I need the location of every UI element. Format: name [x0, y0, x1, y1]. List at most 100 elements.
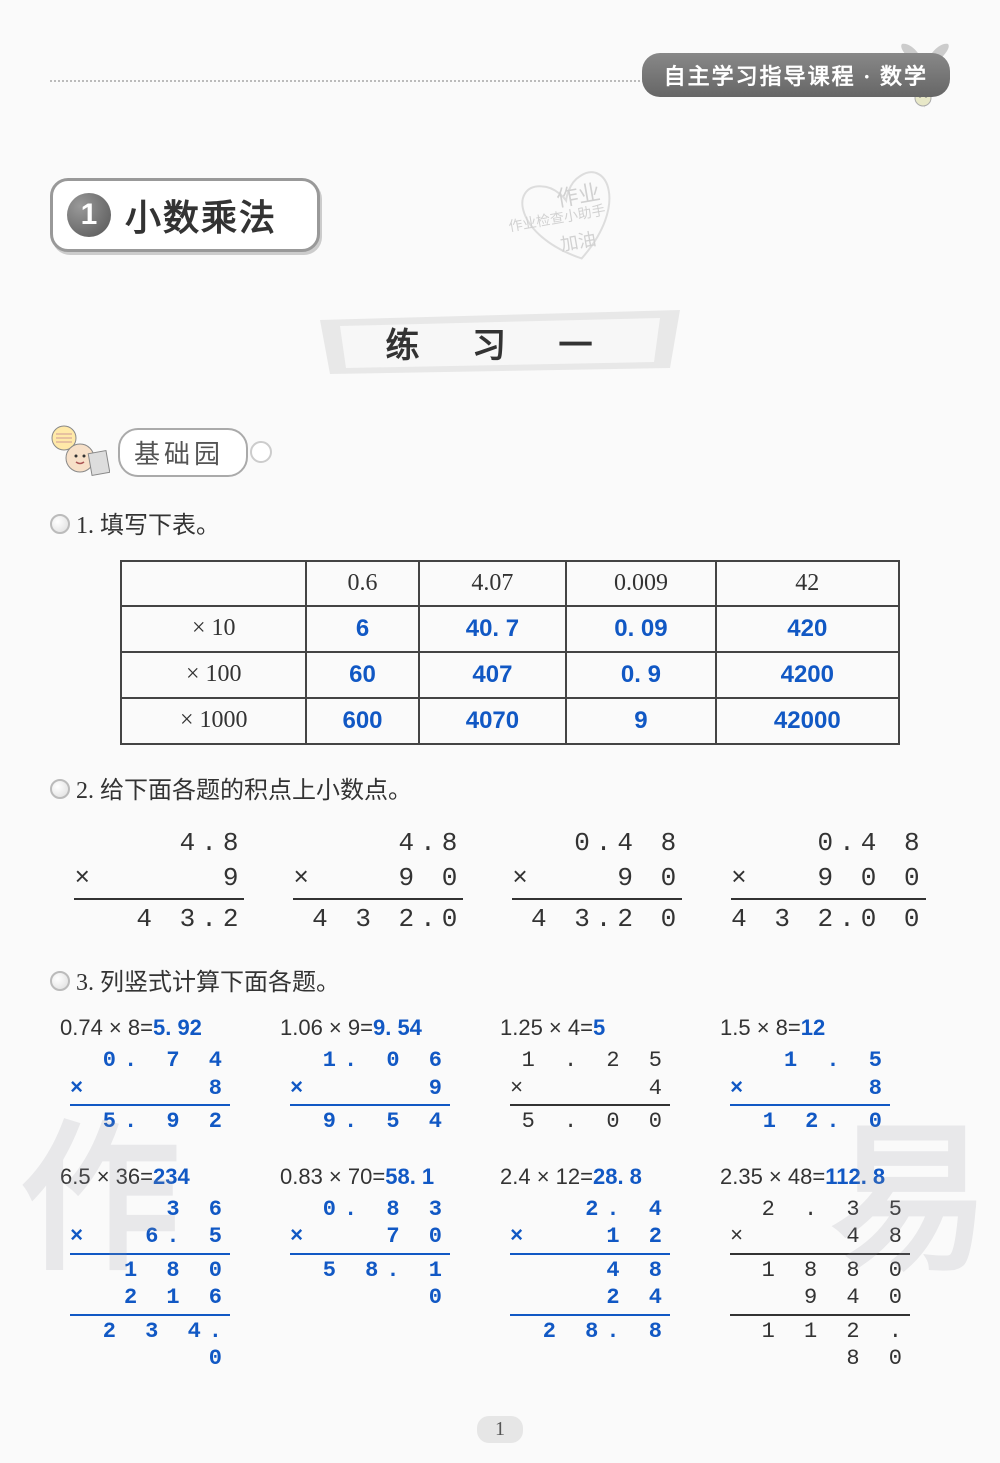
- expr: 0.74 × 8=: [60, 1015, 153, 1040]
- cell: 407: [419, 652, 567, 698]
- line: 6. 5: [145, 1224, 230, 1249]
- multiplier: 9 0: [399, 863, 464, 893]
- cell: 6: [306, 606, 418, 652]
- table-row: × 1000 600 4070 9 42000: [121, 698, 899, 744]
- cell: 0. 09: [566, 606, 715, 652]
- answer: 58. 1: [385, 1164, 434, 1189]
- result: 1 1 2 . 8 0: [730, 1314, 910, 1373]
- result: 2 8. 8: [510, 1314, 670, 1346]
- line: 7 0: [386, 1224, 450, 1249]
- section-pill: 基础园: [118, 428, 248, 477]
- times-icon: ×: [730, 1223, 743, 1251]
- line: 3 6: [70, 1196, 230, 1224]
- q1-prompt: 1. 填写下表。: [76, 510, 220, 544]
- q1-table: 0.6 4.07 0.009 42 × 10 6 40. 7 0. 09 420…: [120, 560, 900, 745]
- line: 0. 7 4: [70, 1047, 230, 1075]
- th: 42: [716, 561, 899, 606]
- line: 8: [869, 1076, 890, 1101]
- section-basic: 基础园: [50, 424, 950, 480]
- chapter-number: 1: [67, 193, 111, 237]
- row-label: × 100: [121, 652, 306, 698]
- multiplicand: 4.8: [74, 826, 244, 861]
- vertical-calc: 0.4 8 ×9 0 0 4 3 2.0 0: [731, 826, 925, 937]
- cell: 4200: [716, 652, 899, 698]
- vertical-calc: 4.8 × 9 4 3.2: [74, 826, 244, 937]
- product: 4 3 2.0: [293, 898, 463, 937]
- times-icon: ×: [510, 1223, 523, 1251]
- result: 9. 5 4: [290, 1104, 450, 1136]
- q3-row1: 0.74 × 8=5. 92 0. 7 4 ×8 5. 9 2 1.06 × 9…: [50, 1015, 950, 1136]
- answer: 112. 8: [825, 1164, 885, 1189]
- result: 5. 9 2: [70, 1104, 230, 1136]
- result: 1 2. 0: [730, 1104, 890, 1136]
- section-tail-icon: [250, 441, 272, 463]
- times-icon: ×: [512, 861, 528, 896]
- line: 2. 4: [510, 1196, 670, 1224]
- answer: 9. 54: [373, 1015, 422, 1040]
- times-icon: ×: [70, 1075, 83, 1103]
- times-icon: ×: [70, 1223, 83, 1251]
- times-icon: ×: [290, 1075, 303, 1103]
- times-icon: ×: [74, 861, 90, 896]
- partial: 2 4: [510, 1284, 670, 1312]
- expr: 6.5 × 36=: [60, 1164, 153, 1189]
- times-icon: ×: [731, 861, 747, 896]
- line: 1 . 5: [730, 1047, 890, 1075]
- result: 5 8. 1 0: [290, 1253, 450, 1312]
- q3-item: 6.5 × 36=234 3 6 ×6. 5 1 8 0 2 1 6 2 3 4…: [60, 1164, 280, 1373]
- line: 4 8: [846, 1224, 910, 1249]
- q3-item: 2.4 × 12=28. 8 2. 4 ×1 2 4 8 2 4 2 8. 8: [500, 1164, 720, 1373]
- result: 2 3 4. 0: [70, 1314, 230, 1373]
- header-dotted-line: [50, 80, 720, 82]
- row-label: × 1000: [121, 698, 306, 744]
- stamp-icon: 作业 作业检查小助手 加油: [500, 160, 640, 270]
- line: 1 . 2 5: [510, 1047, 670, 1075]
- chapter-title: 小数乘法: [125, 189, 277, 241]
- th: 0.009: [566, 561, 715, 606]
- q3-item: 1.06 × 9=9. 54 1. 0 6 ×9 9. 5 4: [280, 1015, 500, 1136]
- line: 8: [209, 1076, 230, 1101]
- page: 自主学习指导课程 · 数学 1 小数乘法 作业 作业检查小助手 加油 练 习 一: [0, 0, 1000, 1463]
- mascot-icon: [50, 424, 110, 480]
- question-2: 2. 给下面各题的积点上小数点。: [50, 775, 950, 809]
- result: 5 . 0 0: [510, 1104, 670, 1136]
- line: 9: [429, 1076, 450, 1101]
- expr: 0.83 × 70=: [280, 1164, 385, 1189]
- answer: 28. 8: [593, 1164, 642, 1189]
- cell: 420: [716, 606, 899, 652]
- chapter-badge: 1 小数乘法: [50, 178, 320, 252]
- product: 4 3 2.0 0: [731, 898, 925, 937]
- line: 0. 8 3: [290, 1196, 450, 1224]
- expr: 2.35 × 48=: [720, 1164, 825, 1189]
- multiplier: 9 0: [617, 863, 682, 893]
- q3-item: 1.5 × 8=12 1 . 5 ×8 1 2. 0: [720, 1015, 940, 1136]
- cell: 0. 9: [566, 652, 715, 698]
- answer: 5. 92: [153, 1015, 202, 1040]
- page-number: 1: [0, 1416, 1000, 1443]
- expr: 1.5 × 8=: [720, 1015, 801, 1040]
- product: 4 3.2: [74, 898, 244, 937]
- q3-item: 0.83 × 70=58. 1 0. 8 3 × 7 0 5 8. 1 0: [280, 1164, 500, 1373]
- question-3: 3. 列竖式计算下面各题。: [50, 967, 950, 1001]
- cell: 40. 7: [419, 606, 567, 652]
- times-icon: ×: [290, 1223, 303, 1251]
- th: 4.07: [419, 561, 567, 606]
- bullet-icon: [50, 971, 70, 991]
- table-row: × 10 6 40. 7 0. 09 420: [121, 606, 899, 652]
- question-1: 1. 填写下表。: [50, 510, 950, 544]
- expr: 1.25 × 4=: [500, 1015, 593, 1040]
- cell: 4070: [419, 698, 567, 744]
- table-header-row: 0.6 4.07 0.009 42: [121, 561, 899, 606]
- answer: 234: [153, 1164, 190, 1189]
- top-header: 自主学习指导课程 · 数学: [50, 40, 950, 110]
- chapter-row: 1 小数乘法 作业 作业检查小助手 加油: [50, 160, 950, 270]
- vertical-calc: 4.8 ×9 0 4 3 2.0: [293, 826, 463, 937]
- header-subtitle: 自主学习指导课程 · 数学: [642, 53, 950, 97]
- q3-item: 1.25 × 4=5 1 . 2 5 ×4 5 . 0 0: [500, 1015, 720, 1136]
- multiplier: 9: [223, 863, 245, 893]
- cell: 600: [306, 698, 418, 744]
- practice-banner: 练 习 一: [320, 310, 680, 374]
- q3-prompt: 3. 列竖式计算下面各题。: [76, 967, 340, 1001]
- q3-item: 0.74 × 8=5. 92 0. 7 4 × 8 5. 9 2: [60, 1015, 280, 1136]
- multiplicand: 4.8: [293, 826, 463, 861]
